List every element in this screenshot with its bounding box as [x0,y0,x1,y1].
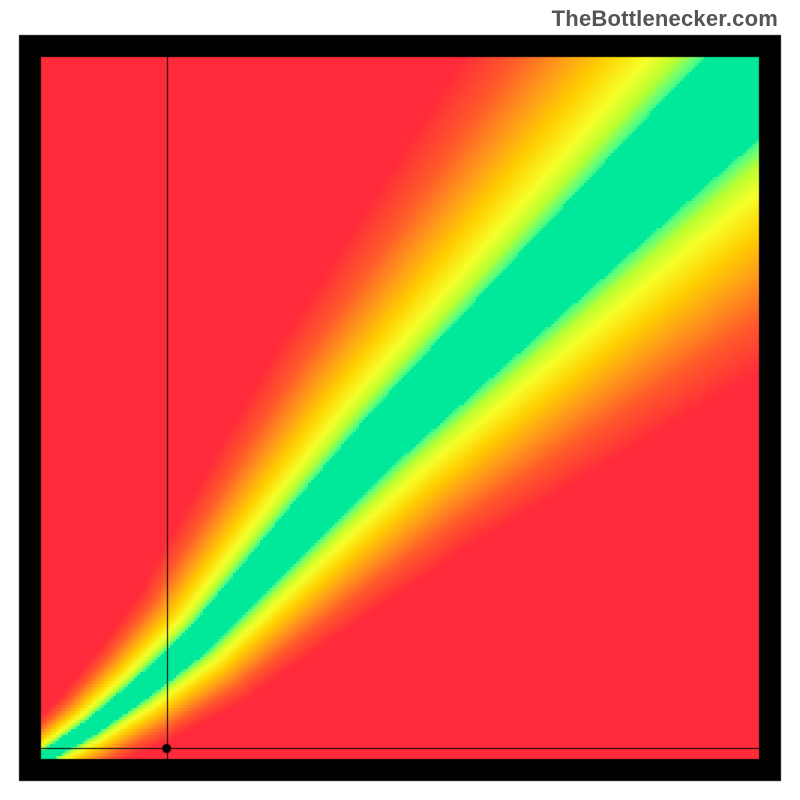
chart-container: TheBottlenecker.com [0,0,800,800]
attribution-label: TheBottlenecker.com [552,6,778,32]
heatmap-canvas [0,0,800,800]
